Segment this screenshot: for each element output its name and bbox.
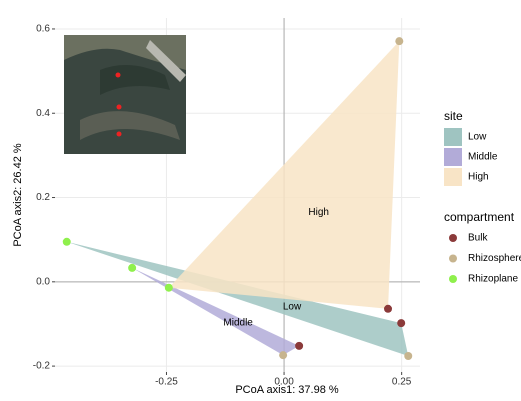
point [279,351,288,360]
site-hull [132,267,300,356]
site-hull [66,241,409,356]
legend-label: Rhizosphere [468,253,521,264]
legend-marker [449,275,457,283]
y-tick-label: 0.4 [36,108,50,119]
point [384,304,393,313]
site-label: High [308,207,329,218]
legend-label: Low [468,132,487,143]
point [128,263,137,272]
legend-label: Bulk [468,233,488,244]
y-tick-label: 0.2 [36,192,50,203]
site-label: Middle [223,318,253,329]
x-tick-label: 0.00 [274,377,294,388]
x-tick-label: -0.25 [155,377,178,388]
legend-marker [449,254,457,263]
x-axis-label: PCoA axis1: 37.98 % [235,384,339,396]
legend-swatch [444,128,462,146]
point [62,237,71,246]
point [397,319,406,328]
legend-title: compartment [444,210,515,224]
y-tick-label: -0.2 [33,361,51,372]
y-tick-label: 0.6 [36,24,50,35]
point [404,351,413,360]
legend-marker [449,234,457,242]
legend-swatch [444,168,462,186]
legend-label: Rhizoplane [468,274,518,285]
y-axis-label: PCoA axis2: 26.42 % [12,143,24,247]
legend-title: site [444,109,463,123]
inset-photo [64,35,186,154]
legend-label: Middle [468,152,498,163]
legend-swatch [444,148,462,166]
point [295,341,304,350]
site-label: Low [283,302,302,313]
site-hull [168,41,400,309]
y-tick-label: 0.0 [36,276,50,287]
point [395,37,404,46]
point [164,283,173,292]
legend-label: High [468,172,489,183]
x-tick-label: 0.25 [392,377,412,388]
